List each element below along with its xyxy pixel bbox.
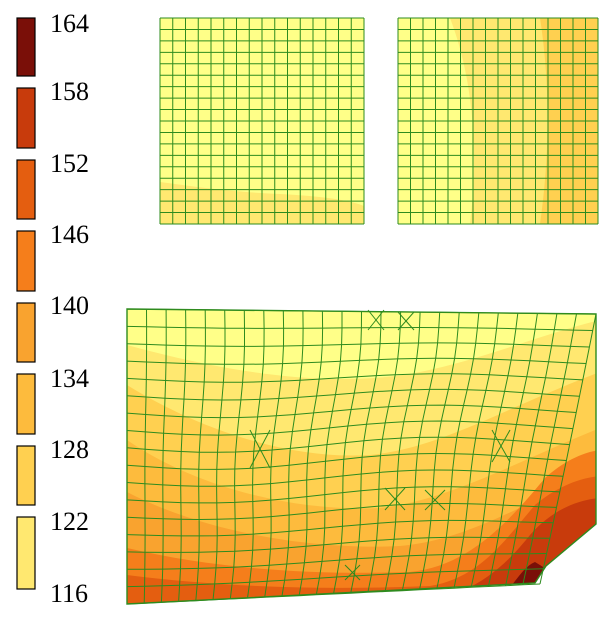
mesh-line	[539, 313, 597, 585]
mesh-line	[298, 311, 324, 596]
mesh-line	[419, 312, 460, 590]
mesh-line	[350, 311, 382, 594]
mesh-line	[397, 311, 415, 331]
mesh-line	[247, 310, 265, 599]
mesh-line	[344, 564, 361, 581]
legend-swatches	[16, 17, 36, 590]
mesh-line	[143, 309, 148, 604]
legend-labels: 164 158 152 146 140 134 128 122 116	[50, 9, 89, 608]
color-legend: 164 158 152 146 140 134 128 122 116	[16, 9, 89, 608]
bottom-mesh-boundary	[126, 308, 597, 605]
bottom-contour-panel	[126, 308, 597, 605]
legend-label-140: 140	[50, 291, 89, 320]
legend-label-158: 158	[50, 77, 89, 106]
legend-label-134: 134	[50, 364, 89, 393]
legend-label-164: 164	[50, 9, 89, 38]
mesh-line	[367, 311, 402, 593]
legend-swatch	[16, 302, 36, 363]
legend-label-146: 146	[50, 220, 89, 249]
mesh-line	[249, 429, 271, 469]
legend-swatch	[16, 516, 36, 590]
top-right-contour-panel	[397, 17, 599, 225]
mesh-line	[281, 310, 304, 597]
legend-swatch	[16, 373, 36, 435]
mesh-line	[178, 309, 187, 602]
mesh-line	[522, 313, 577, 585]
mesh-line	[436, 312, 480, 590]
legend-swatch	[16, 87, 36, 149]
legend-label-116: 116	[50, 579, 88, 608]
mesh-line	[160, 309, 167, 603]
mesh-line	[384, 312, 421, 592]
mesh-line	[264, 310, 285, 598]
legend-swatch	[16, 445, 36, 506]
legend-swatch	[16, 230, 36, 292]
legend-swatch	[16, 17, 36, 77]
top-left-mesh	[159, 17, 365, 225]
mesh-line	[367, 309, 385, 331]
mesh-line	[424, 489, 446, 511]
mesh-line	[229, 310, 245, 600]
mesh-line	[487, 313, 538, 587]
mesh-line	[491, 429, 511, 463]
mesh-line	[470, 313, 519, 588]
mesh-line	[195, 309, 206, 601]
top-right-mesh	[397, 17, 599, 225]
mesh-line	[453, 312, 499, 589]
legend-label-122: 122	[50, 507, 89, 536]
mesh-line	[212, 309, 226, 600]
legend-label-128: 128	[50, 435, 89, 464]
bottom-mesh	[126, 308, 597, 605]
legend-label-152: 152	[50, 149, 89, 178]
mesh-line	[333, 311, 362, 595]
mesh-line	[401, 312, 441, 591]
mesh-line	[315, 311, 343, 595]
mesh-line	[505, 313, 558, 586]
top-left-contour-panel	[159, 17, 365, 225]
legend-swatch	[16, 159, 36, 220]
mesh-line	[384, 487, 406, 511]
